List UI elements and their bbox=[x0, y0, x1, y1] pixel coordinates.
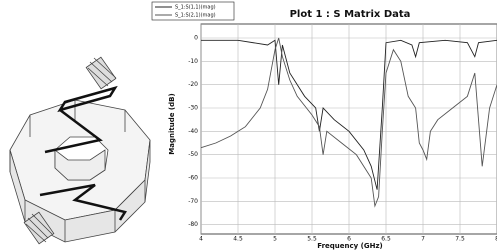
legend-label: S_1:S(2,1)(mag) bbox=[175, 13, 216, 19]
legend-label: S_1:S(1,1)(mag) bbox=[175, 5, 216, 11]
x-tick-label: 4 bbox=[199, 236, 203, 243]
x-tick-label: 7.5 bbox=[455, 236, 465, 243]
figure: Plot 1 : S Matrix Data Frequency (GHz) M… bbox=[0, 0, 497, 250]
y-tick-label: 0 bbox=[194, 35, 198, 42]
chart: Plot 1 : S Matrix Data Frequency (GHz) M… bbox=[152, 2, 497, 250]
x-tick-label: 6.5 bbox=[381, 236, 391, 243]
x-tick-label: 5 bbox=[273, 236, 277, 243]
chart-title: Plot 1 : S Matrix Data bbox=[290, 9, 411, 20]
y-tick-label: -60 bbox=[188, 175, 198, 182]
y-tick-label: -80 bbox=[188, 221, 198, 228]
x-axis-label: Frequency (GHz) bbox=[317, 242, 383, 250]
resonator-drawing bbox=[10, 57, 150, 244]
y-tick-label: -50 bbox=[188, 151, 198, 158]
y-tick-label: -30 bbox=[188, 105, 198, 112]
y-axis-label: Magnitude (dB) bbox=[168, 93, 176, 154]
y-tick-label: -70 bbox=[188, 198, 198, 205]
y-tick-label: -20 bbox=[188, 81, 198, 88]
y-tick-label: -40 bbox=[188, 128, 198, 135]
x-tick-label: 6 bbox=[347, 236, 351, 243]
x-tick-label: 5.5 bbox=[307, 236, 317, 243]
y-tick-label: -10 bbox=[188, 58, 198, 65]
x-tick-label: 7 bbox=[421, 236, 425, 243]
x-tick-label: 4.5 bbox=[233, 236, 243, 243]
